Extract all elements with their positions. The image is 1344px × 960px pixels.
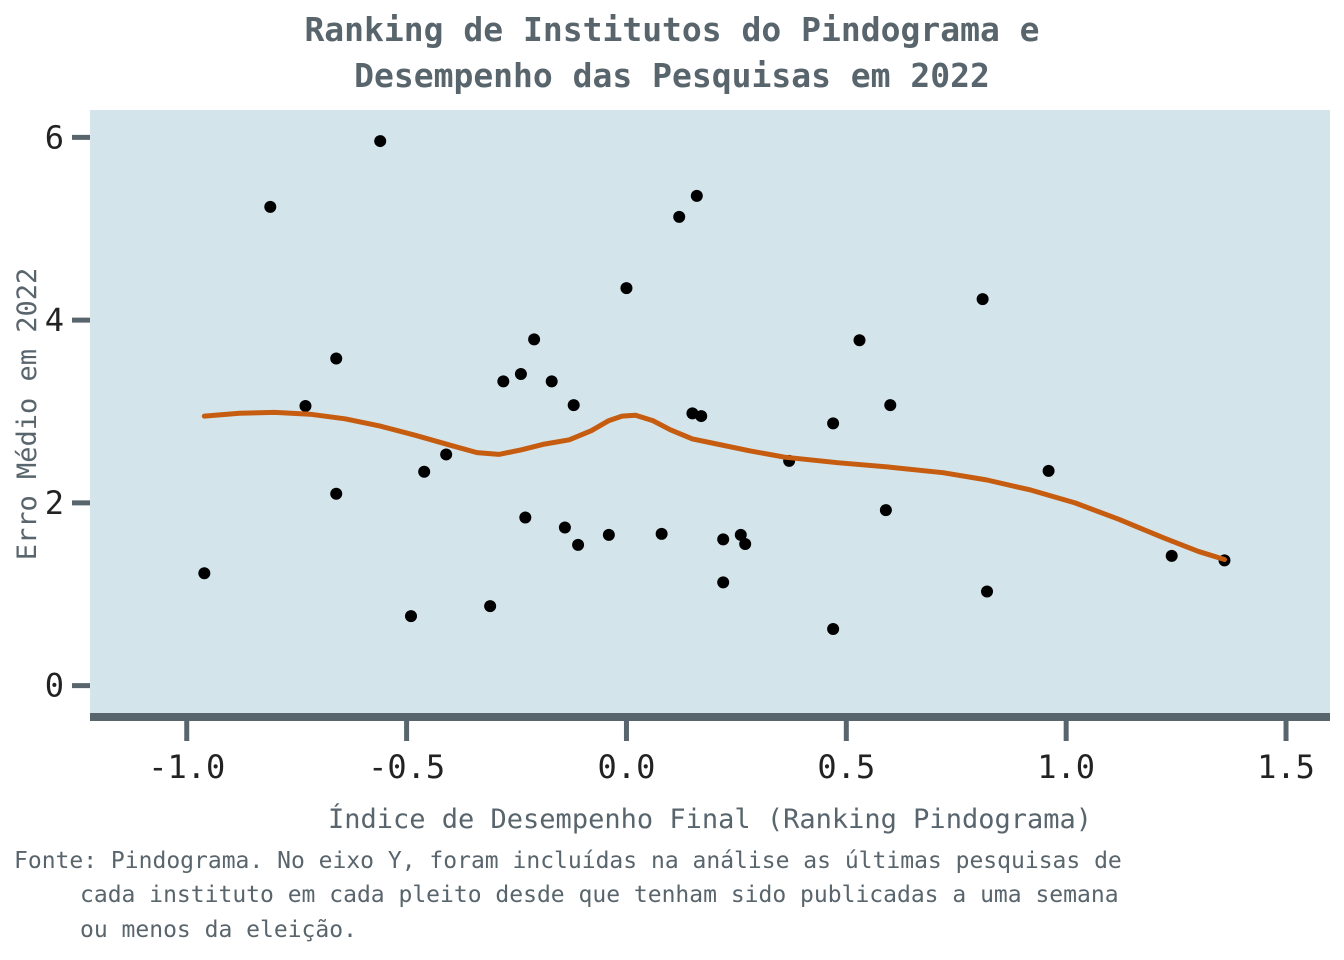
data-point	[514, 368, 527, 381]
data-point	[528, 333, 541, 346]
caption-line-1: Fonte: Pindograma. No eixo Y, foram incl…	[14, 848, 1122, 874]
data-point	[264, 200, 277, 213]
y-axis: 0 2 4 6	[45, 118, 90, 705]
x-tick-label: 1.5	[1257, 748, 1315, 786]
plot-marks	[198, 135, 1231, 635]
trend-line	[201, 409, 1227, 562]
data-point	[418, 465, 431, 478]
x-tick-label: 0.5	[817, 748, 875, 786]
x-tick-label: 0.0	[598, 748, 656, 786]
x-axis-title: Índice de Desempenho Final (Ranking Pind…	[328, 803, 1092, 835]
data-point	[620, 282, 633, 295]
data-point	[299, 400, 312, 413]
data-point	[827, 417, 840, 430]
data-point	[567, 399, 580, 412]
x-tick-label: -0.5	[368, 748, 445, 786]
data-point	[690, 189, 703, 202]
y-tick-label: 0	[45, 667, 64, 705]
x-axis: -1.0 -0.5 0.0 0.5 1.0 1.5	[148, 721, 1315, 786]
data-point	[330, 487, 343, 500]
y-tick-label: 4	[45, 301, 64, 339]
data-point	[572, 538, 585, 551]
chart-title-line-1: Ranking de Institutos do Pindograma e	[304, 10, 1039, 49]
data-point	[558, 521, 571, 534]
chart-title-line-2: Desempenho das Pesquisas em 2022	[354, 56, 990, 95]
data-point	[655, 527, 668, 540]
data-point	[739, 537, 752, 550]
data-point	[404, 610, 417, 623]
data-point	[545, 375, 558, 388]
data-point	[440, 448, 453, 461]
data-point	[330, 352, 343, 365]
data-point	[717, 576, 730, 589]
data-point	[734, 528, 747, 541]
data-point	[602, 528, 615, 541]
data-point	[673, 210, 686, 223]
data-point	[519, 511, 532, 524]
data-point	[497, 375, 510, 388]
caption-line-2: cada instituto em cada pleito desde que …	[80, 882, 1119, 908]
x-tick-label: -1.0	[148, 748, 225, 786]
data-point	[884, 399, 897, 412]
data-point	[198, 567, 211, 580]
data-point	[695, 410, 708, 423]
data-point	[1042, 464, 1055, 477]
data-point	[1165, 549, 1178, 562]
data-point	[981, 585, 994, 598]
y-axis-title: Erro Médio em 2022	[12, 268, 43, 561]
data-point	[717, 533, 730, 546]
caption-line-3: ou menos da eleição.	[80, 917, 357, 943]
data-point	[827, 622, 840, 635]
y-tick-label: 6	[45, 118, 64, 156]
data-point	[484, 600, 497, 613]
data-point	[976, 293, 989, 306]
data-point	[879, 504, 892, 517]
y-tick-label: 2	[45, 484, 64, 522]
data-point	[374, 135, 387, 148]
x-axis-line	[90, 713, 1330, 721]
x-tick-label: 1.0	[1037, 748, 1095, 786]
data-point	[853, 334, 866, 347]
